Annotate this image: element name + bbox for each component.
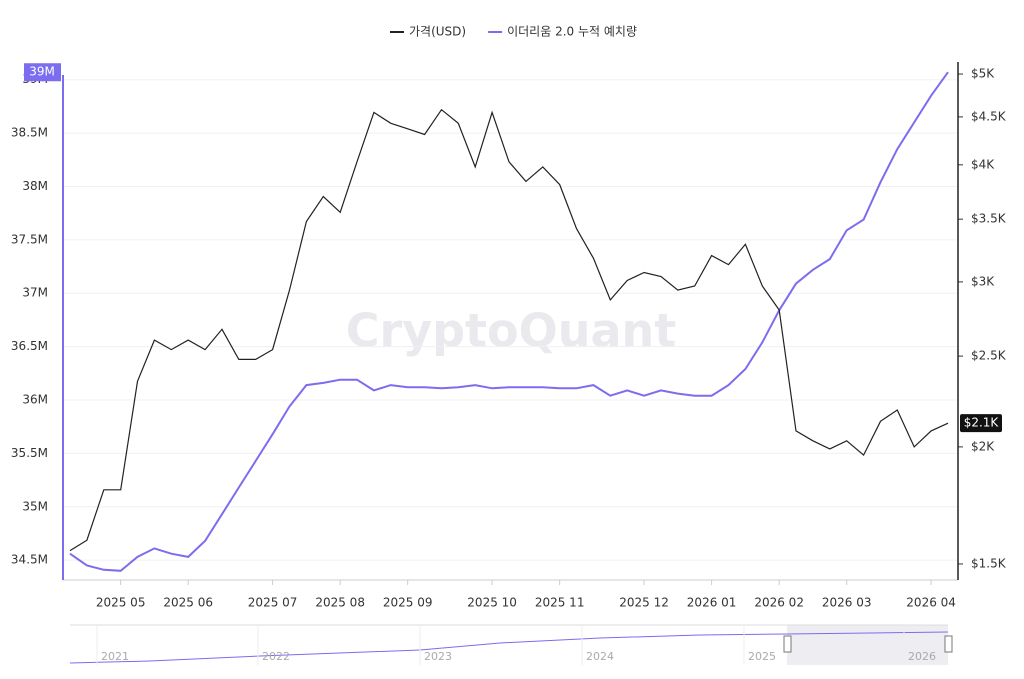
- x-tick-label: 2026 03: [822, 596, 872, 610]
- x-tick-label: 2025 11: [535, 596, 585, 610]
- navigator-line: [69, 631, 949, 664]
- y-tick-label: 34.5M: [11, 553, 48, 567]
- y-tick-label: 38M: [22, 179, 48, 193]
- x-tick-label: 2025 06: [163, 596, 213, 610]
- x-tick-label: 2026 02: [754, 596, 804, 610]
- y-tick-label: 38.5M: [11, 126, 48, 140]
- x-tick-label: 2025 09: [383, 596, 433, 610]
- y-tick-label: 35M: [22, 499, 48, 513]
- legend-label[interactable]: 이더리움 2.0 누적 예치량: [507, 25, 637, 39]
- navigator-label: 2025: [748, 650, 776, 663]
- x-tick-label: 2026 01: [687, 596, 737, 610]
- x-tick-label: 2025 08: [315, 596, 365, 610]
- y2-tick-label: $2K: [971, 439, 995, 453]
- y2-tick-label: $5K: [971, 67, 995, 81]
- navigator-label: 2023: [424, 650, 452, 663]
- x-tick-label: 2025 10: [467, 596, 517, 610]
- y-tick-label: 35.5M: [11, 446, 48, 460]
- last-value-label: 39M: [29, 65, 55, 79]
- x-tick-label: 2025 07: [248, 596, 298, 610]
- series-line: [69, 71, 949, 572]
- y-tick-label: 36.5M: [11, 339, 48, 353]
- navigator-label: 2022: [262, 650, 290, 663]
- y2-tick-label: $1.5K: [971, 556, 1007, 570]
- y2-tick-label: $3K: [971, 274, 995, 288]
- series-line: [69, 108, 949, 552]
- last-value-badge: [960, 414, 1002, 433]
- navigator-handle[interactable]: [944, 635, 953, 653]
- last-value-badge: [24, 63, 61, 82]
- navigator-selection[interactable]: [787, 625, 948, 665]
- last-value-label: $2.1K: [964, 416, 1000, 430]
- watermark: CryptoQuant: [346, 304, 677, 358]
- y-tick-label: 36M: [22, 393, 48, 407]
- navigator-handle[interactable]: [783, 635, 792, 653]
- y2-tick-label: $3.5K: [971, 212, 1007, 226]
- y-tick-label: 37.5M: [11, 232, 48, 246]
- x-tick-label: 2025 12: [619, 596, 669, 610]
- y2-tick-label: $4.5K: [971, 109, 1007, 123]
- navigator-label: 2021: [101, 650, 129, 663]
- x-tick-label: 2025 05: [96, 596, 146, 610]
- navigator-label: 2024: [586, 650, 614, 663]
- y2-tick-label: $2.5K: [971, 349, 1007, 363]
- x-tick-label: 2026 04: [906, 596, 956, 610]
- y-tick-label: 37M: [22, 286, 48, 300]
- navigator-label: 2026: [908, 650, 936, 663]
- legend-label[interactable]: 가격(USD): [409, 25, 466, 39]
- y2-tick-label: $4K: [971, 157, 995, 171]
